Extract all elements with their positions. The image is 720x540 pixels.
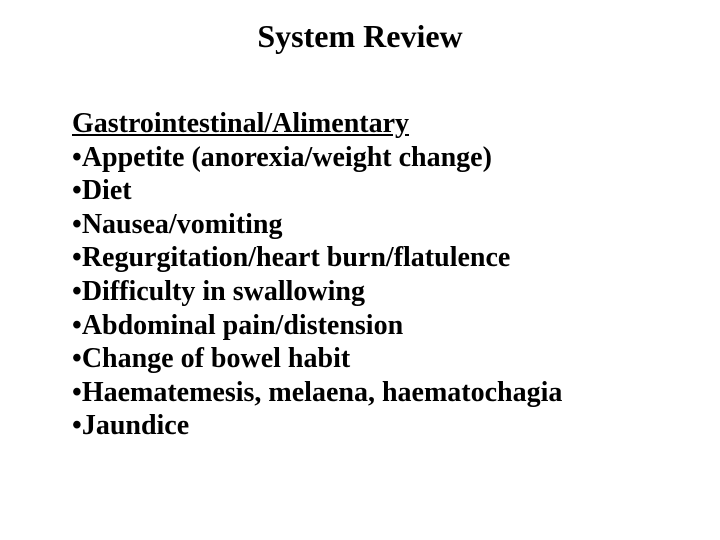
list-item: •Difficulty in swallowing [72,275,720,309]
item-text: Abdominal pain/distension [82,310,403,341]
bullet-icon: • [72,209,82,240]
item-text: Diet [82,175,132,206]
bullet-icon: • [72,276,82,307]
list-item: •Regurgitation/heart burn/flatulence [72,241,720,275]
item-text: Change of bowel habit [82,343,350,374]
item-text: Nausea/vomiting [82,209,283,240]
list-item: •Haematemesis, melaena, haematochagia [72,376,720,410]
bullet-icon: • [72,410,82,441]
bullet-icon: • [72,310,82,341]
item-text: Haematemesis, melaena, haematochagia [82,377,563,408]
bullet-icon: • [72,377,82,408]
slide-content: Gastrointestinal/Alimentary •Appetite (a… [0,107,720,443]
slide-title: System Review [0,18,720,55]
item-text: Regurgitation/heart burn/flatulence [82,242,511,273]
list-item: •Nausea/vomiting [72,208,720,242]
list-item: •Abdominal pain/distension [72,309,720,343]
slide-container: System Review Gastrointestinal/Alimentar… [0,0,720,540]
bullet-icon: • [72,242,82,273]
section-heading: Gastrointestinal/Alimentary [72,107,720,141]
bullet-icon: • [72,175,82,206]
list-item: •Appetite (anorexia/weight change) [72,141,720,175]
list-item: •Change of bowel habit [72,342,720,376]
item-text: Appetite (anorexia/weight change) [82,142,492,173]
item-text: Jaundice [82,410,189,441]
list-item: •Diet [72,174,720,208]
bullet-icon: • [72,142,82,173]
bullet-icon: • [72,343,82,374]
item-text: Difficulty in swallowing [82,276,365,307]
list-item: •Jaundice [72,409,720,443]
